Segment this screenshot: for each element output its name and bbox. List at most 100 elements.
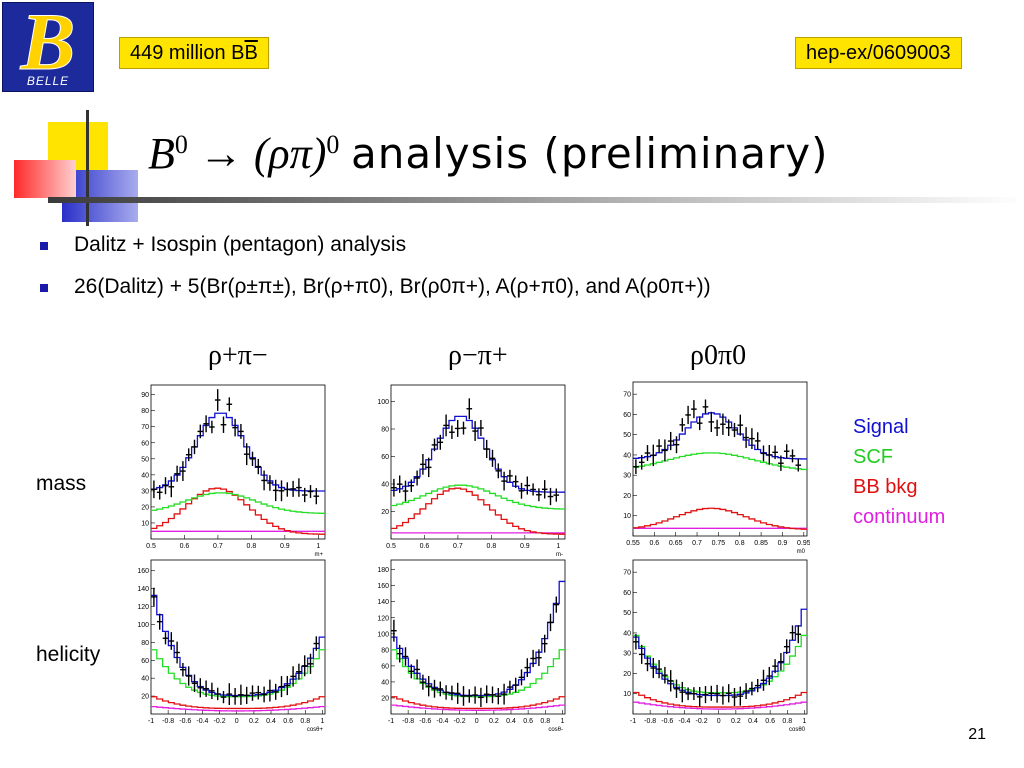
y-tick-label: 40: [623, 452, 631, 459]
helicity-plot-rho-minus-pi-plus: 20 40 60 80 100 120 140 160 180 -1 -0.8 -0.6 -0.4 -0.…: [373, 556, 568, 734]
x-tick-label: 0: [235, 718, 239, 725]
x-axis-label: m+: [314, 552, 323, 558]
x-tick-label: 0.6: [523, 718, 533, 725]
y-tick-label: 30: [141, 488, 149, 495]
y-tick-label: 30: [623, 651, 631, 658]
x-tick-label: 0.65: [669, 540, 683, 547]
x-tick-label: 1: [802, 718, 806, 725]
signal-curve: [391, 415, 565, 493]
x-tick-label: 0.9: [778, 540, 788, 547]
arxiv-badge: hep-ex/0609003: [795, 37, 962, 69]
x-tick-label: 0.5: [386, 543, 396, 550]
x-tick-label: -0.2: [214, 718, 226, 725]
y-tick-label: 50: [141, 456, 149, 463]
title-formula-sup1: 0: [174, 130, 188, 159]
y-tick-label: 10: [623, 513, 631, 520]
x-tick-label: -0.6: [419, 718, 431, 725]
y-tick-label: 20: [141, 694, 149, 701]
x-axis-label: cosθ-: [548, 727, 563, 733]
x-tick-label: 0.8: [735, 540, 745, 547]
y-tick-label: 80: [381, 427, 389, 434]
y-tick-label: 80: [381, 647, 389, 654]
title-underline: [48, 197, 1024, 203]
x-tick-label: 0.9: [520, 543, 530, 550]
continuum-curve: [391, 704, 565, 711]
x-tick-label: 0.8: [540, 718, 550, 725]
x-tick-label: -0.6: [179, 718, 191, 725]
y-tick-label: 100: [377, 399, 389, 406]
x-tick-label: 0.6: [180, 543, 190, 550]
bbkg-curve: [151, 696, 325, 710]
x-tick-label: 0.6: [283, 718, 293, 725]
y-tick-label: 40: [623, 630, 631, 637]
plot-frame: [390, 559, 566, 715]
y-tick-label: 140: [137, 586, 149, 593]
y-tick-label: 70: [623, 570, 631, 577]
x-tick-label: -0.4: [196, 718, 208, 725]
channel-label: ρ0π0: [690, 340, 747, 371]
legend-continuum: continuum: [853, 506, 946, 528]
y-tick-label: 40: [381, 679, 389, 686]
x-tick-label: -0.8: [644, 718, 656, 725]
title-formula-b: B: [148, 129, 175, 178]
x-tick-label: 0.7: [213, 543, 223, 550]
y-tick-label: 100: [377, 631, 389, 638]
legend-bbkg: BB bkg: [853, 476, 918, 498]
y-tick-label: 80: [141, 408, 149, 415]
x-tick-label: 0.95: [797, 540, 810, 547]
x-tick-label: 0.7: [453, 543, 463, 550]
plot-frame: [390, 384, 566, 540]
y-tick-label: 70: [141, 424, 149, 431]
bullet-marker: [40, 284, 48, 292]
bbkg-curve: [633, 691, 807, 708]
deco-red-square: [14, 160, 76, 198]
y-tick-label: 60: [141, 440, 149, 447]
scf-curve: [633, 452, 807, 471]
x-tick-label: 0.7: [692, 540, 702, 547]
x-tick-label: -0.2: [454, 718, 466, 725]
x-tick-label: 1: [560, 718, 564, 725]
x-tick-label: -1: [148, 718, 154, 725]
x-tick-label: 0: [717, 718, 721, 725]
page-number: 21: [968, 726, 986, 743]
mass-plot-rho-minus-pi-plus: 20 40 60 80 100 0.5 0.6 0.7 0.8 0.9 1 m-: [373, 381, 568, 559]
signal-curve: [633, 608, 807, 697]
logo-b-glyph: B: [20, 0, 76, 88]
y-tick-label: 160: [377, 583, 389, 590]
y-tick-label: 40: [141, 472, 149, 479]
y-tick-label: 60: [381, 454, 389, 461]
y-tick-label: 60: [141, 658, 149, 665]
scf-curve: [391, 649, 565, 698]
bbkg-curve: [391, 696, 565, 710]
mass-plot-rho0-pi0: 10 20 30 40 50 60 70 0.55 0.6 0.65 0.7 0.75 0.8 0.85 0…: [615, 378, 810, 556]
y-tick-label: 60: [623, 590, 631, 597]
x-tick-label: 0.9: [280, 543, 290, 550]
x-tick-label: 1: [316, 543, 320, 550]
y-tick-label: 20: [141, 504, 149, 511]
y-tick-label: 10: [141, 520, 149, 527]
events-label-bar: B: [244, 42, 258, 64]
x-axis-label: cosθ+: [307, 727, 324, 733]
signal-curve: [633, 412, 807, 460]
y-tick-label: 180: [377, 567, 389, 574]
x-tick-label: 0.2: [249, 718, 259, 725]
plot-frame: [632, 381, 808, 537]
title-vertical-rule: [86, 110, 89, 226]
x-tick-label: 0: [475, 718, 479, 725]
legend: Signal SCF BB bkg continuum: [853, 412, 945, 532]
y-tick-label: 20: [381, 695, 389, 702]
scf-curve: [391, 484, 565, 510]
plot-frame: [150, 384, 326, 540]
x-tick-label: -0.4: [678, 718, 690, 725]
x-tick-label: -0.2: [696, 718, 708, 725]
x-axis-label: cosθ0: [789, 727, 806, 733]
bullet-marker: [40, 242, 48, 250]
y-tick-label: 40: [381, 482, 389, 489]
plot-frame: [150, 559, 326, 715]
x-tick-label: 0.75: [712, 540, 726, 547]
y-tick-label: 160: [137, 568, 149, 575]
row-label-helicity: helicity: [36, 643, 101, 666]
x-tick-label: -0.4: [436, 718, 448, 725]
y-tick-label: 20: [623, 493, 631, 500]
x-axis-label: m-: [556, 552, 563, 558]
